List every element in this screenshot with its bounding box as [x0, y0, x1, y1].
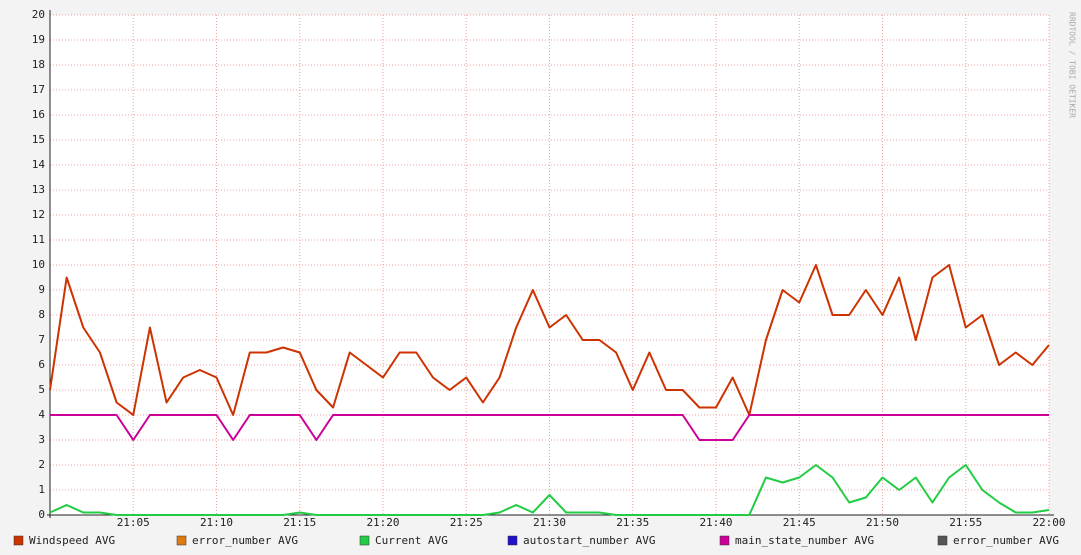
- y-tick-label: 11: [32, 233, 45, 246]
- legend-label: main_state_number AVG: [735, 534, 874, 547]
- legend-label: error_number AVG: [953, 534, 1059, 547]
- y-tick-label: 14: [32, 158, 46, 171]
- y-tick-label: 12: [32, 208, 45, 221]
- y-tick-label: 6: [38, 358, 45, 371]
- x-tick-label: 21:05: [117, 516, 150, 529]
- y-tick-label: 13: [32, 183, 45, 196]
- x-tick-label: 21:35: [616, 516, 649, 529]
- series-line: [50, 414, 1049, 441]
- series-line: [49, 264, 1050, 416]
- x-tick-label: 21:20: [366, 516, 399, 529]
- x-tick-label: 21:40: [699, 516, 732, 529]
- y-tick-label: 8: [38, 308, 45, 321]
- series-line: [49, 464, 1050, 516]
- y-tick-label: 1: [38, 483, 45, 496]
- legend-swatch: [13, 535, 24, 546]
- y-tick-label: 10: [32, 258, 45, 271]
- legend-swatch: [176, 535, 187, 546]
- y-tick-label: 17: [32, 83, 45, 96]
- y-tick-label: 18: [32, 58, 45, 71]
- x-tick-label: 21:15: [283, 516, 316, 529]
- x-tick-label: 22:00: [1032, 516, 1065, 529]
- x-tick-label: 21:55: [949, 516, 982, 529]
- y-tick-label: 19: [32, 33, 45, 46]
- legend-label: Current AVG: [375, 534, 448, 547]
- y-tick-label: 16: [32, 108, 45, 121]
- x-tick-label: 21:45: [783, 516, 816, 529]
- y-tick-label: 4: [38, 408, 45, 421]
- y-tick-label: 0: [38, 508, 45, 521]
- y-tick-label: 2: [38, 458, 45, 471]
- y-tick-label: 20: [32, 8, 45, 21]
- x-tick-label: 21:10: [200, 516, 233, 529]
- x-tick-label: 21:30: [533, 516, 566, 529]
- y-tick-label: 5: [38, 383, 45, 396]
- legend-swatch: [937, 535, 948, 546]
- y-tick-label: 15: [32, 133, 45, 146]
- x-tick-label: 21:50: [866, 516, 899, 529]
- legend-swatch: [359, 535, 370, 546]
- y-tick-label: 9: [38, 283, 45, 296]
- watermark: RRDTOOL / TOBI OETIKER: [1068, 12, 1077, 118]
- x-tick-label: 21:25: [450, 516, 483, 529]
- legend-swatch: [719, 535, 730, 546]
- legend-swatch: [507, 535, 518, 546]
- y-tick-label: 3: [38, 433, 45, 446]
- legend-label: Windspeed AVG: [29, 534, 115, 547]
- legend-label: autostart_number AVG: [523, 534, 655, 547]
- y-tick-label: 7: [38, 333, 45, 346]
- legend-label: error_number AVG: [192, 534, 298, 547]
